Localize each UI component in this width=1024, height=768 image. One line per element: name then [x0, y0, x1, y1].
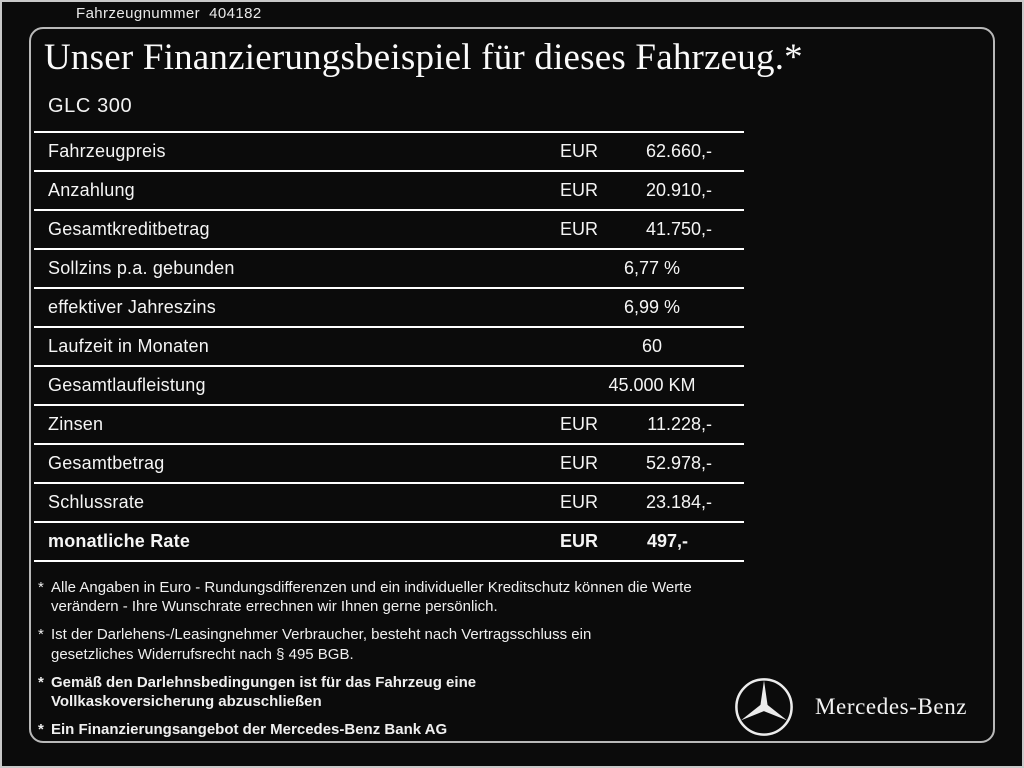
table-row: Zinsen EUR 11.228,-: [34, 406, 744, 445]
row-value: 6,77 %: [552, 258, 744, 279]
table-row: Anzahlung EUR 20.910,-: [34, 172, 744, 211]
row-value: EUR 23.184,-: [552, 492, 744, 513]
row-amount: 497,-: [646, 531, 688, 551]
footnote: * Ist der Darlehens-/Leasingnehmer Verbr…: [38, 625, 711, 663]
table-row: Laufzeit in Monaten 60: [34, 328, 744, 367]
row-amount: 20.910,-: [645, 180, 712, 200]
row-amount: 52.978,-: [645, 453, 712, 473]
row-amount: 60: [641, 336, 663, 356]
footnote-text: Ein Finanzierungsangebot der Mercedes-Be…: [51, 721, 448, 739]
row-amount: 6,77 %: [623, 258, 681, 278]
row-amount: 41.750,-: [645, 219, 712, 239]
row-label: Gesamtbetrag: [48, 453, 165, 473]
footnote-marker: *: [38, 579, 44, 596]
row-currency: EUR: [560, 219, 599, 239]
footnote-marker: *: [38, 721, 44, 739]
table-row: Sollzins p.a. gebunden 6,77 %: [34, 250, 744, 289]
row-currency: EUR: [560, 414, 599, 434]
footnote: * Alle Angaben in Euro - Rundungsdiffere…: [38, 578, 711, 616]
table-row-monthly-rate: monatliche Rate EUR 497,-: [34, 523, 744, 562]
footnote-text: Alle Angaben in Euro - Rundungsdifferenz…: [51, 579, 692, 616]
row-value: 45.000 KM: [552, 375, 744, 396]
vehicle-number: Fahrzeugnummer 404182: [76, 5, 262, 22]
row-label: Zinsen: [48, 414, 104, 434]
row-label: monatliche Rate: [48, 531, 191, 551]
row-value: EUR 11.228,-: [552, 414, 744, 435]
brand-wordmark: Mercedes-Benz: [815, 694, 968, 719]
footnote-marker: *: [38, 626, 44, 644]
footnote: * Ein Finanzierungsangebot der Mercedes-…: [38, 720, 711, 739]
row-label: Fahrzeugpreis: [48, 141, 166, 161]
row-value: EUR 20.910,-: [552, 180, 744, 201]
row-currency: EUR: [560, 531, 599, 551]
row-value: EUR 52.978,-: [552, 453, 744, 474]
row-amount: 23.184,-: [645, 492, 712, 512]
table-row: Gesamtbetrag EUR 52.978,-: [34, 445, 744, 484]
footnote-text: Gemäß den Darlehnsbedingungen ist für da…: [51, 673, 477, 710]
row-label: Schlussrate: [48, 492, 145, 512]
model-name: GLC 300: [48, 95, 133, 117]
footnote-text: Ist der Darlehens-/Leasingnehmer Verbrau…: [51, 626, 592, 663]
row-label: Anzahlung: [48, 180, 135, 200]
row-value: 6,99 %: [552, 297, 744, 318]
footnote: * Gemäß den Darlehnsbedingungen ist für …: [38, 673, 711, 711]
footnote-marker: *: [38, 673, 44, 691]
footnotes: * Alle Angaben in Euro - Rundungsdiffere…: [38, 578, 711, 748]
mercedes-star-icon: [735, 678, 793, 736]
row-value: EUR 62.660,-: [552, 141, 744, 162]
table-row: Gesamtkreditbetrag EUR 41.750,-: [34, 211, 744, 250]
row-amount: 62.660,-: [645, 141, 712, 161]
table-row: Schlussrate EUR 23.184,-: [34, 484, 744, 523]
row-label: effektiver Jahreszins: [48, 297, 216, 317]
brand: Mercedes-Benz: [733, 676, 967, 738]
row-currency: EUR: [560, 180, 599, 200]
row-currency: EUR: [560, 141, 599, 161]
page-title: Unser Finanzierungsbeispiel für dieses F…: [44, 37, 803, 78]
table-row: Fahrzeugpreis EUR 62.660,-: [34, 133, 744, 172]
table-row: effektiver Jahreszins 6,99 %: [34, 289, 744, 328]
row-value: EUR 497,-: [552, 531, 744, 552]
row-label: Laufzeit in Monaten: [48, 336, 209, 356]
row-amount: 6,99 %: [623, 297, 681, 317]
row-value: EUR 41.750,-: [552, 219, 744, 240]
row-label: Sollzins p.a. gebunden: [48, 258, 235, 278]
row-amount: 11.228,-: [647, 414, 712, 434]
row-value: 60: [552, 336, 744, 357]
financing-table: Fahrzeugpreis EUR 62.660,- Anzahlung EUR…: [34, 131, 744, 562]
row-label: Gesamtkreditbetrag: [48, 219, 210, 239]
row-currency: EUR: [560, 453, 599, 473]
row-currency: EUR: [560, 492, 599, 512]
row-amount: 45.000 KM: [608, 375, 696, 395]
table-row: Gesamtlaufleistung 45.000 KM: [34, 367, 744, 406]
row-label: Gesamtlaufleistung: [48, 375, 206, 395]
